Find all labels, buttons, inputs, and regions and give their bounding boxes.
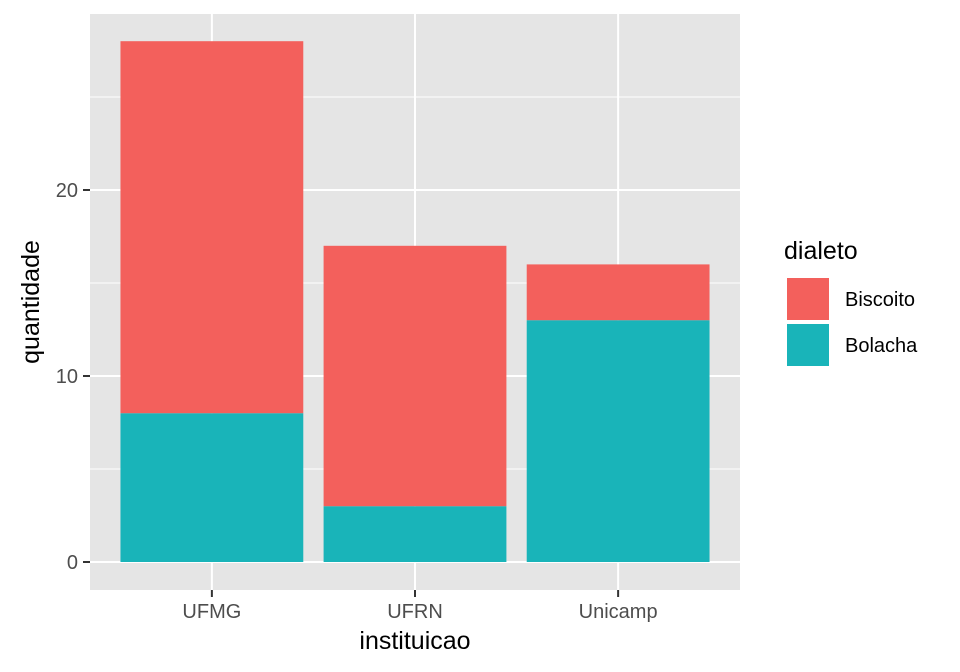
bars bbox=[120, 41, 710, 562]
legend-label-Bolacha: Bolacha bbox=[845, 335, 918, 357]
legend-label-Biscoito: Biscoito bbox=[845, 289, 915, 311]
bar-Unicamp-Bolacha bbox=[526, 320, 710, 562]
bar-UFRN-Biscoito bbox=[323, 245, 507, 507]
x-tick-label-UFMG: UFMG bbox=[182, 601, 241, 623]
y-tick-label-0: 0 bbox=[67, 552, 78, 574]
x-tick-label-Unicamp: Unicamp bbox=[579, 601, 658, 623]
legend-title: dialeto bbox=[784, 237, 858, 265]
y-tick-label-20: 20 bbox=[56, 180, 78, 202]
y-axis-title: quantidade bbox=[17, 240, 45, 364]
bar-UFMG-Biscoito bbox=[120, 41, 304, 414]
bar-Unicamp-Biscoito bbox=[526, 264, 710, 321]
bar-UFRN-Bolacha bbox=[323, 506, 507, 562]
legend-key-Biscoito bbox=[787, 278, 829, 320]
y-axis: 0 10 20 bbox=[56, 180, 90, 574]
bar-UFMG-Bolacha bbox=[120, 413, 304, 562]
y-tick-label-10: 10 bbox=[56, 366, 78, 388]
x-axis: UFMG UFRN Unicamp bbox=[182, 590, 658, 623]
x-tick-label-UFRN: UFRN bbox=[387, 601, 443, 623]
legend: dialeto Biscoito Bolacha bbox=[784, 237, 918, 366]
x-axis-title: instituicao bbox=[359, 627, 470, 655]
legend-key-Bolacha bbox=[787, 324, 829, 366]
